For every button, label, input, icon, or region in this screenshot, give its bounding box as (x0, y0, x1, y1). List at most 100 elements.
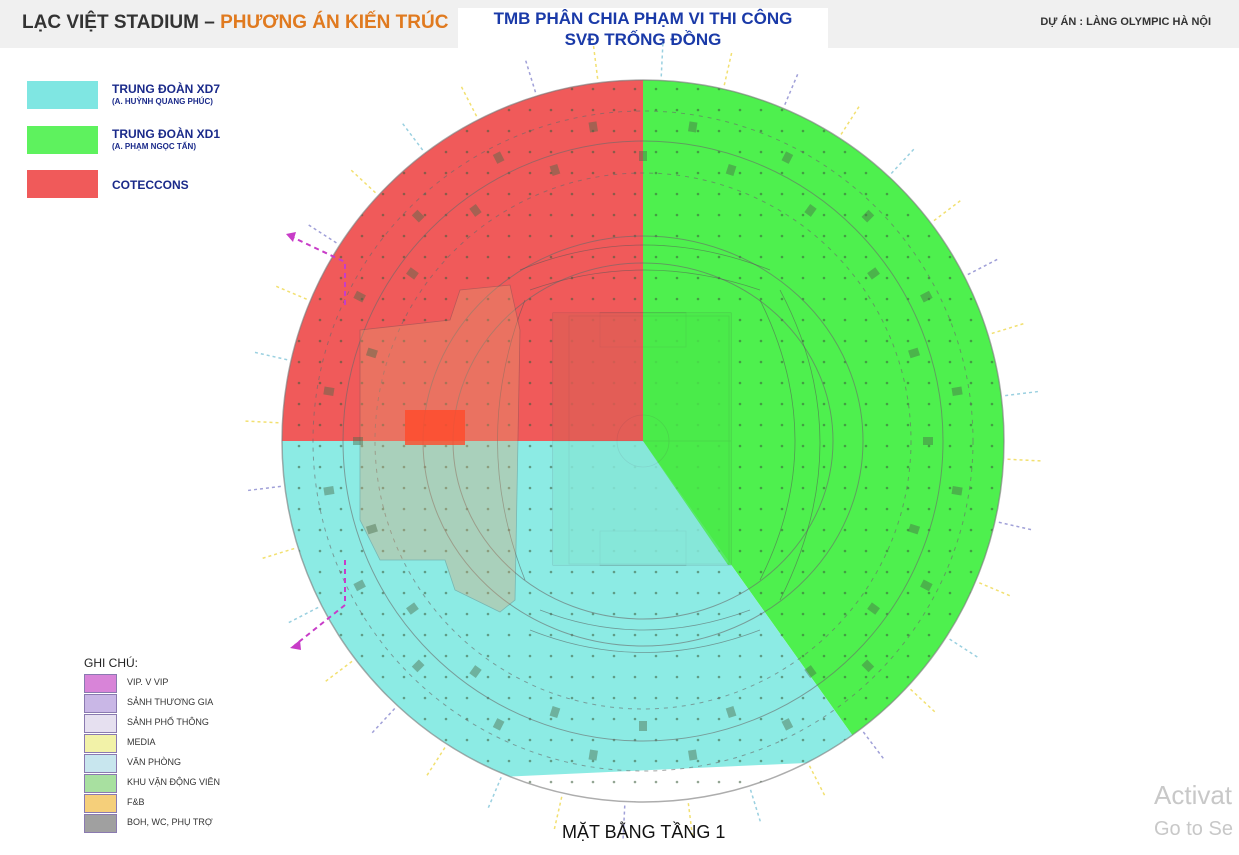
watermark-line2: Go to Se (1154, 818, 1233, 840)
plan-caption: MẶT BẰNG TẦNG 1 (562, 822, 726, 842)
access-ray (949, 638, 980, 659)
access-ray (991, 322, 1026, 335)
note-label: KHU VẬN ĐỘNG VIÊN (127, 777, 221, 787)
access-ray (274, 284, 307, 300)
pillars (323, 121, 963, 761)
access-ray (246, 485, 281, 492)
note-swatch (84, 774, 117, 793)
pillar (353, 579, 366, 592)
left-building-block (359, 284, 521, 613)
note-row: MEDIA (84, 734, 156, 754)
access-ray (660, 41, 664, 77)
pillar (406, 602, 419, 615)
access-ray (998, 521, 1034, 531)
access-ray (524, 58, 537, 93)
note-swatch (84, 794, 117, 813)
stands (497, 244, 821, 653)
access-ray (1007, 458, 1043, 462)
access-ray (933, 198, 963, 222)
access-ray (486, 777, 502, 810)
access-ray (252, 351, 288, 361)
note-swatch (84, 674, 117, 693)
pillar (411, 659, 425, 673)
pitch-zone-tint (553, 313, 731, 565)
access-ray (862, 731, 886, 761)
pillar (469, 204, 482, 217)
watermark-line1: Activat (1154, 780, 1233, 810)
pillar (365, 523, 378, 535)
access-ray (286, 606, 319, 625)
access-ray (323, 660, 353, 684)
legend-name: TRUNG ĐOÀN XD7 (112, 82, 221, 96)
pillar (920, 579, 933, 592)
center-title: TMB PHÂN CHIA PHẠM VI THI CÔNG SVĐ TRỐNG… (458, 8, 828, 52)
pillar (908, 523, 921, 535)
access-ray (910, 688, 937, 714)
pillar (804, 204, 817, 217)
access-ray (243, 420, 279, 424)
note-row: F&B (84, 794, 145, 814)
access-ray (979, 582, 1012, 598)
exit-arrow-heads (286, 232, 301, 650)
pillar (781, 718, 794, 731)
pillar (688, 121, 698, 133)
note-swatch (84, 814, 117, 833)
access-ray (890, 147, 916, 174)
pillar (951, 386, 963, 396)
legend-swatch-cyan (27, 81, 98, 109)
note-label: SẢNH PHỔ THÔNG (127, 717, 209, 727)
note-swatch (84, 754, 117, 773)
note-row: KHU VẬN ĐỘNG VIÊN (84, 774, 220, 794)
note-label: F&B (127, 797, 145, 807)
note-row: BOH, WC, PHỤ TRỢ (84, 814, 213, 834)
pillar (406, 267, 419, 280)
note-swatch (84, 734, 117, 753)
pillar (323, 386, 335, 396)
access-ray (723, 50, 733, 86)
note-row: VIP. V VIP (84, 674, 168, 694)
access-ray (808, 765, 827, 798)
access-ray (840, 104, 861, 135)
note-swatch (84, 694, 117, 713)
access-ray (306, 223, 337, 244)
pillar (725, 706, 737, 719)
legend-name: TRUNG ĐOÀN XD1 (112, 127, 221, 141)
notes-legend: GHI CHÚ: VIP. V VIP SẢNH THƯƠNG GIA SẢNH… (84, 656, 220, 834)
pillar (492, 718, 505, 731)
title-accent: PHƯƠNG ÁN KIẾN TRÚC (220, 12, 449, 33)
access-ray (400, 121, 424, 151)
note-row: SẢNH THƯƠNG GIA (84, 694, 213, 714)
pillar (639, 151, 647, 161)
pillar (725, 163, 737, 176)
access-ray (749, 789, 762, 824)
center-title-line1: TMB PHÂN CHIA PHẠM VI THI CÔNG (493, 9, 793, 28)
pillar (323, 486, 335, 496)
pillar (867, 602, 880, 615)
pillar (920, 290, 933, 303)
access-ray (459, 84, 478, 117)
pillar (804, 665, 817, 678)
pillar (588, 749, 598, 761)
legend-sub: (A. PHẠM NGỌC TẤN) (112, 142, 196, 151)
center-title-line2: SVĐ TRỐNG ĐỒNG (564, 30, 722, 49)
note-row: SẢNH PHỔ THÔNG (84, 714, 209, 734)
note-swatch (84, 714, 117, 733)
access-ray (349, 168, 376, 194)
pillar (549, 706, 561, 719)
pillar (549, 163, 561, 176)
access-ray (553, 796, 563, 832)
pillar (469, 665, 482, 678)
page-title: LẠC VIỆT STADIUM – PHƯƠNG ÁN KIẾN TRÚC (22, 12, 448, 34)
pillar (353, 290, 366, 303)
note-label: MEDIA (127, 737, 156, 747)
notes-title: GHI CHÚ: (84, 656, 138, 670)
pillar (861, 209, 875, 223)
pillar (588, 121, 598, 133)
pillar (365, 347, 378, 359)
pillar (639, 721, 647, 731)
access-ray (784, 72, 800, 105)
legend-sub: (A. HUỲNH QUANG PHÚC) (112, 97, 213, 106)
legend-swatch-red (27, 170, 98, 198)
legend-swatch-green (27, 126, 98, 154)
note-label: VIP. V VIP (127, 677, 169, 687)
